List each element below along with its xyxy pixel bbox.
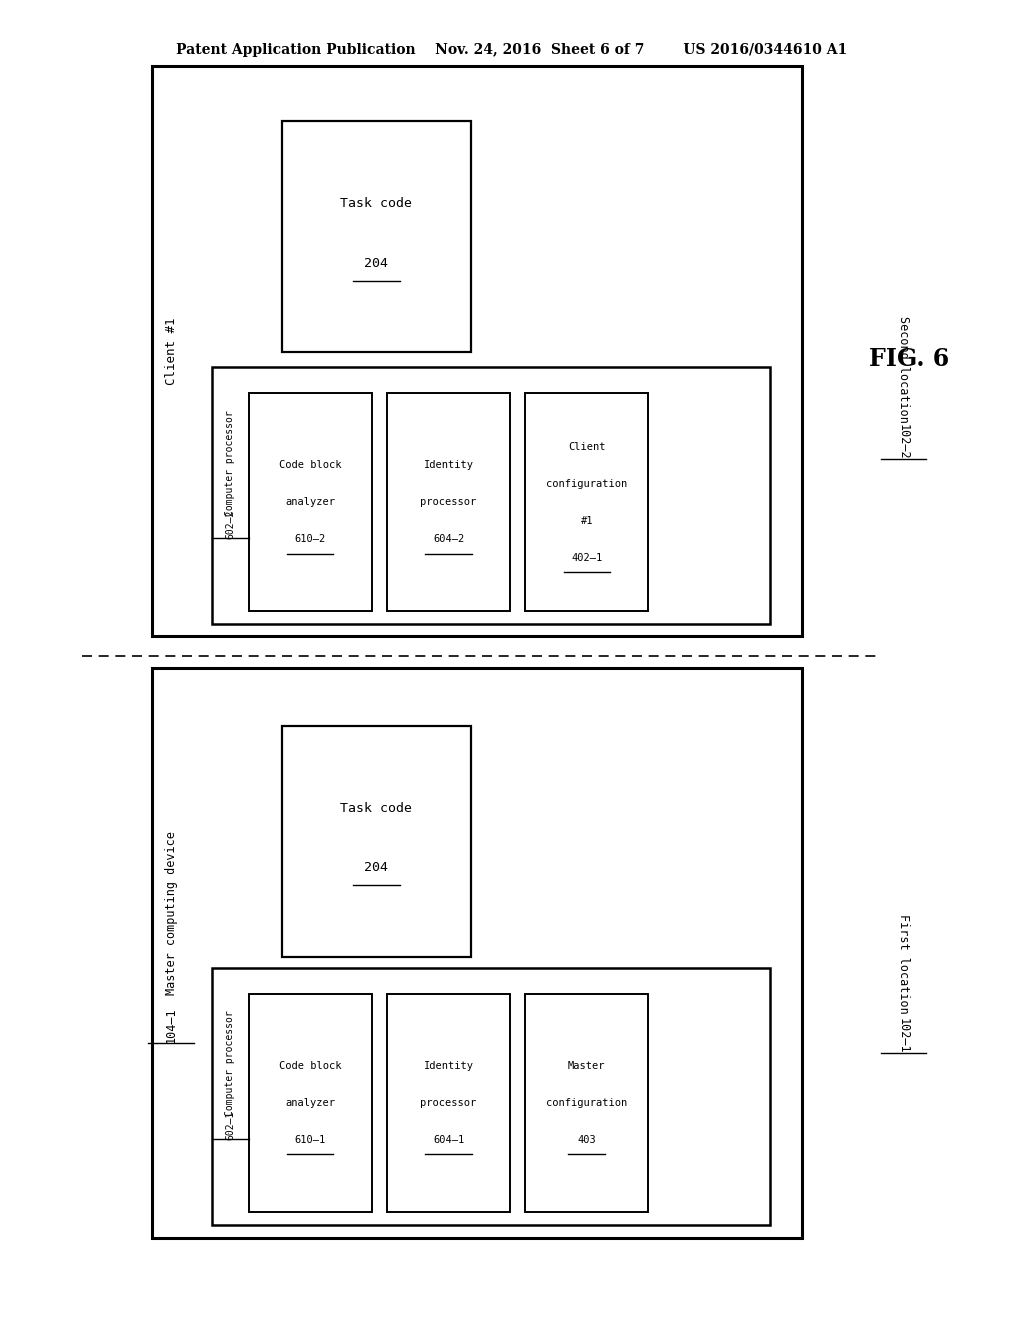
Bar xyxy=(152,66,802,636)
Text: Code block: Code block xyxy=(279,1061,342,1071)
Text: 604–2: 604–2 xyxy=(433,535,464,544)
Bar xyxy=(282,726,471,957)
Bar xyxy=(525,994,648,1212)
Bar xyxy=(152,668,802,1238)
Text: 204: 204 xyxy=(365,257,388,269)
Text: 402–1: 402–1 xyxy=(571,553,602,562)
Text: 102–2: 102–2 xyxy=(897,425,909,459)
Text: Computer processor: Computer processor xyxy=(225,1010,236,1117)
Text: FIG. 6: FIG. 6 xyxy=(869,347,949,371)
Text: analyzer: analyzer xyxy=(286,498,335,507)
Text: Master computing device: Master computing device xyxy=(165,832,177,995)
Text: Identity: Identity xyxy=(424,461,473,470)
Text: 403: 403 xyxy=(578,1135,596,1144)
Text: Computer processor: Computer processor xyxy=(225,409,236,516)
Text: 610–2: 610–2 xyxy=(295,535,326,544)
Text: Task code: Task code xyxy=(340,198,413,210)
Text: Second location: Second location xyxy=(897,317,909,422)
Text: processor: processor xyxy=(421,498,476,507)
Text: 104–1: 104–1 xyxy=(165,1008,177,1043)
Text: Task code: Task code xyxy=(340,803,413,814)
Text: First location: First location xyxy=(897,913,909,1014)
Bar xyxy=(282,121,471,352)
Text: Client #1: Client #1 xyxy=(165,317,177,385)
Bar xyxy=(387,994,510,1212)
Text: 610–1: 610–1 xyxy=(295,1135,326,1144)
Bar xyxy=(212,968,770,1225)
Text: Master: Master xyxy=(568,1061,605,1071)
Text: Client: Client xyxy=(568,442,605,451)
Bar xyxy=(387,393,510,611)
Bar xyxy=(249,994,372,1212)
Text: processor: processor xyxy=(421,1098,476,1107)
Text: Identity: Identity xyxy=(424,1061,473,1071)
Text: 602–1: 602–1 xyxy=(225,1110,236,1140)
Text: #1: #1 xyxy=(581,516,593,525)
Text: configuration: configuration xyxy=(546,479,628,488)
Text: 604–1: 604–1 xyxy=(433,1135,464,1144)
Text: 204: 204 xyxy=(365,862,388,874)
Text: Code block: Code block xyxy=(279,461,342,470)
Text: 102–1: 102–1 xyxy=(897,1019,909,1053)
Bar xyxy=(212,367,770,624)
Bar xyxy=(249,393,372,611)
Text: configuration: configuration xyxy=(546,1098,628,1107)
Text: 602–2: 602–2 xyxy=(225,510,236,540)
Text: Patent Application Publication    Nov. 24, 2016  Sheet 6 of 7        US 2016/034: Patent Application Publication Nov. 24, … xyxy=(176,44,848,57)
Bar xyxy=(525,393,648,611)
Text: analyzer: analyzer xyxy=(286,1098,335,1107)
